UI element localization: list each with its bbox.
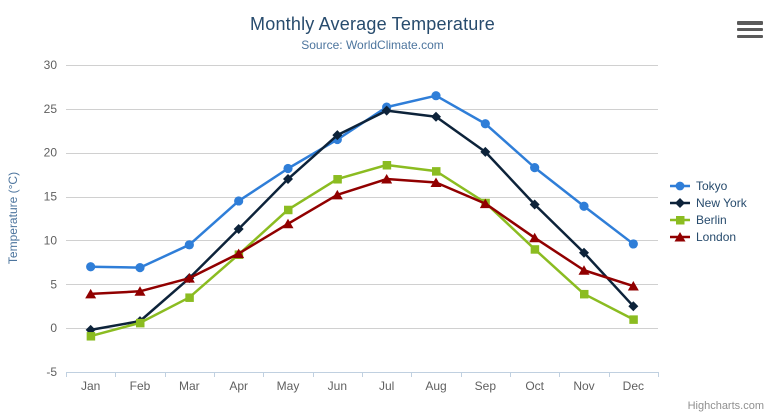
legend-label: Tokyo [696, 178, 728, 193]
point-new-york-oct[interactable] [529, 199, 540, 210]
x-axis-label: Oct [525, 379, 544, 393]
point-berlin-jan[interactable] [86, 332, 96, 341]
legend-label: Berlin [696, 212, 727, 227]
point-tokyo-sep[interactable] [480, 119, 490, 129]
export-menu-button[interactable] [737, 21, 763, 38]
chart-subtitle: Source: WorldClimate.com [301, 38, 444, 52]
x-axis-label: Jul [379, 379, 394, 393]
point-berlin-jul[interactable] [382, 160, 392, 170]
point-new-york-nov[interactable] [579, 247, 589, 258]
x-axis-label: May [277, 379, 300, 393]
series-line-berlin [89, 163, 635, 338]
legend-item-berlin[interactable]: Berlin [669, 211, 747, 228]
x-axis-label: Jun [328, 379, 347, 393]
point-berlin-mar[interactable] [185, 293, 194, 302]
legend-item-tokyo[interactable]: Tokyo [669, 177, 747, 194]
legend-marker-triangle-icon [670, 231, 690, 241]
point-berlin-aug[interactable] [432, 167, 441, 176]
series-line-new-york [89, 109, 635, 332]
point-tokyo-nov[interactable] [579, 201, 589, 211]
y-axis-label: 10 [44, 233, 58, 247]
point-new-york-apr[interactable] [233, 224, 244, 235]
menu-bar-icon [737, 21, 763, 25]
y-axis-label: 20 [44, 146, 58, 160]
x-axis-label: Feb [130, 379, 151, 393]
y-axis-label: 15 [44, 190, 58, 204]
point-tokyo-oct[interactable] [530, 163, 540, 173]
series-line-london [89, 177, 635, 296]
point-tokyo-dec[interactable] [628, 239, 638, 249]
point-tokyo-mar[interactable] [184, 240, 194, 250]
point-berlin-dec[interactable] [629, 315, 638, 324]
legend-item-london[interactable]: London [669, 228, 747, 245]
legend-marker-circle-icon [670, 181, 690, 190]
point-berlin-nov[interactable] [580, 289, 589, 299]
point-london-oct[interactable] [529, 232, 541, 243]
legend: Tokyo New York Berlin London [669, 177, 747, 245]
credits-link[interactable]: Highcharts.com [687, 400, 764, 412]
point-london-jan[interactable] [85, 288, 97, 299]
point-new-york-aug[interactable] [431, 111, 441, 122]
point-berlin-may[interactable] [284, 205, 293, 215]
point-london-nov[interactable] [578, 265, 590, 275]
point-new-york-may[interactable] [283, 174, 293, 185]
point-new-york-sep[interactable] [480, 146, 491, 157]
point-berlin-feb[interactable] [136, 318, 145, 328]
x-axis-label: Jan [81, 379, 100, 393]
point-london-apr[interactable] [233, 248, 245, 259]
point-london-dec[interactable] [627, 281, 639, 291]
legend-marker-square-icon [670, 215, 690, 224]
menu-bar-icon [737, 34, 763, 38]
legend-marker-diamond-icon [670, 197, 690, 208]
x-axis-label: Dec [623, 379, 644, 393]
point-london-jul[interactable] [381, 174, 393, 184]
point-new-york-jun[interactable] [332, 130, 343, 141]
legend-label: New York [696, 195, 747, 210]
point-london-sep[interactable] [479, 198, 491, 209]
point-london-feb[interactable] [134, 286, 146, 296]
point-tokyo-jan[interactable] [86, 262, 96, 272]
point-tokyo-may[interactable] [283, 163, 293, 174]
point-london-jun[interactable] [331, 189, 343, 200]
x-axis-label: Mar [179, 379, 200, 393]
point-berlin-oct[interactable] [530, 245, 540, 254]
series-line-tokyo [89, 94, 635, 269]
point-london-aug[interactable] [430, 177, 442, 188]
legend-label: London [696, 229, 737, 244]
y-axis-label: 30 [44, 58, 58, 72]
y-axis-label: -5 [46, 365, 57, 379]
point-tokyo-apr[interactable] [234, 196, 244, 206]
point-london-mar[interactable] [183, 273, 195, 283]
x-axis-label: Sep [475, 379, 497, 393]
menu-bar-icon [737, 27, 763, 32]
point-berlin-jun[interactable] [333, 175, 342, 184]
point-tokyo-aug[interactable] [431, 91, 441, 101]
x-axis-label: Apr [229, 379, 248, 393]
y-axis-label: 0 [50, 321, 57, 335]
point-london-may[interactable] [282, 218, 294, 229]
x-axis-label: Aug [425, 379, 446, 393]
point-new-york-jul[interactable] [381, 105, 392, 116]
point-new-york-dec[interactable] [628, 301, 639, 312]
chart-title: Monthly Average Temperature [250, 14, 495, 34]
y-axis-label: 25 [44, 102, 58, 116]
x-axis-label: Nov [573, 379, 594, 393]
y-axis-label: 5 [50, 277, 57, 291]
legend-item-new-york[interactable]: New York [669, 194, 747, 211]
point-tokyo-feb[interactable] [135, 263, 145, 273]
